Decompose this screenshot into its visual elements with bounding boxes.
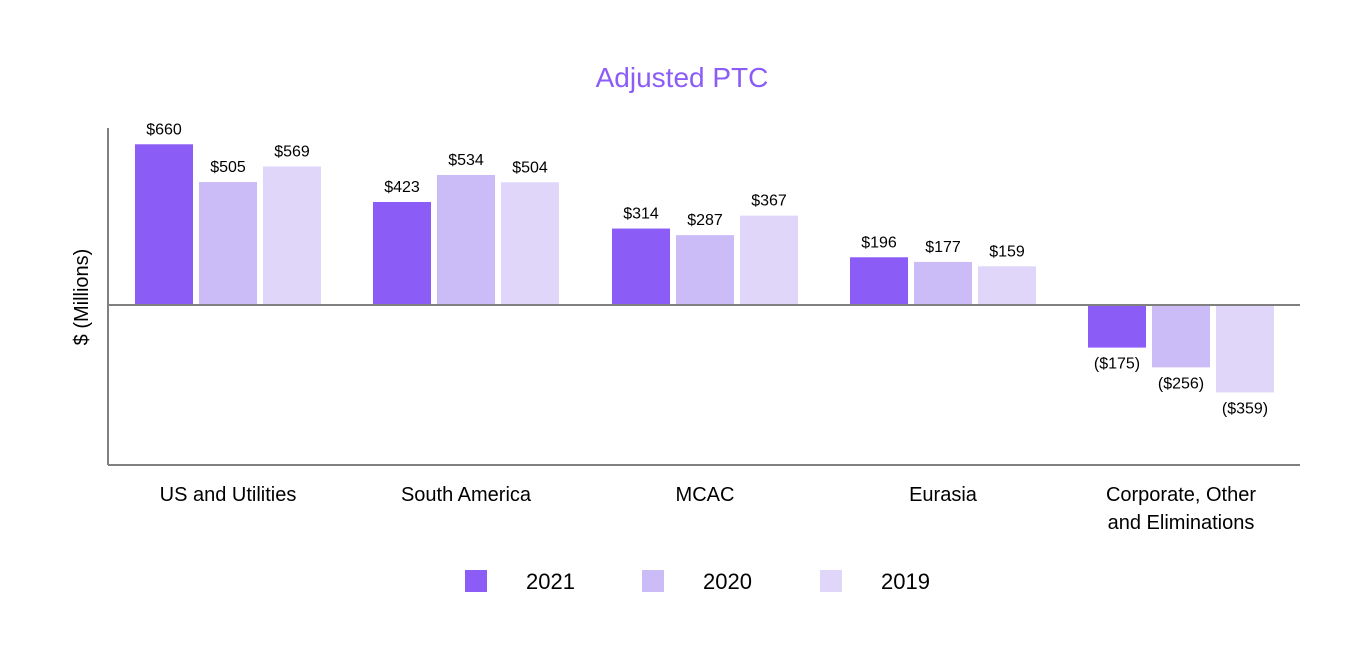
value-label-south-america-2019: $504 — [512, 159, 548, 176]
value-label-mcac-2020: $287 — [687, 212, 723, 229]
legend-label-2020: 2020 — [703, 569, 752, 594]
value-label-us-and-utilities-2021: $660 — [146, 121, 182, 138]
bar-us-and-utilities-2019 — [263, 166, 321, 305]
bar-mcac-2020 — [676, 235, 734, 305]
bar-corporate-other-and-eliminations-2021 — [1088, 305, 1146, 348]
category-label-corporate-other-and-eliminations: Corporate, Other and Eliminations — [1106, 484, 1256, 534]
category-label-us-and-utilities: US and Utilities — [160, 484, 297, 506]
bar-mcac-2021 — [612, 228, 670, 305]
bar-eurasia-2020 — [914, 261, 972, 305]
legend-label-2021: 2021 — [526, 569, 575, 594]
category-label-eurasia: Eurasia — [909, 484, 978, 506]
bar-us-and-utilities-2021 — [135, 144, 193, 305]
value-label-south-america-2020: $534 — [448, 152, 484, 169]
value-label-mcac-2021: $314 — [623, 206, 659, 223]
bar-eurasia-2019 — [978, 266, 1036, 305]
bar-eurasia-2021 — [850, 257, 908, 305]
legend-swatch-2019 — [820, 570, 842, 592]
value-label-eurasia-2021: $196 — [861, 234, 897, 251]
value-label-eurasia-2019: $159 — [989, 243, 1025, 260]
bar-south-america-2020 — [437, 174, 495, 305]
legend-swatch-2021 — [465, 570, 487, 592]
bar-corporate-other-and-eliminations-2019 — [1216, 305, 1274, 393]
bar-us-and-utilities-2020 — [199, 182, 257, 305]
category-label-mcac: MCAC — [676, 484, 735, 506]
value-label-corporate-other-and-eliminations-2021: ($175) — [1094, 356, 1140, 373]
legend-swatch-2020 — [642, 570, 664, 592]
value-label-mcac-2019: $367 — [751, 193, 787, 210]
value-label-eurasia-2020: $177 — [925, 239, 961, 256]
chart-marks: $660 $423 $314 $196 ($175) $505 $534 $287 $177 ($… — [107, 121, 1300, 534]
bar-south-america-2021 — [373, 201, 431, 305]
y-axis-label: $ (Millions) — [71, 249, 93, 346]
legend: 2021 2020 2019 — [465, 569, 930, 594]
value-label-us-and-utilities-2020: $505 — [210, 159, 246, 176]
value-label-corporate-other-and-eliminations-2020: ($256) — [1158, 375, 1204, 392]
chart-title: Adjusted PTC — [596, 62, 769, 93]
value-label-us-and-utilities-2019: $569 — [274, 143, 310, 160]
bar-mcac-2019 — [740, 215, 798, 305]
value-label-south-america-2021: $423 — [384, 179, 420, 196]
legend-label-2019: 2019 — [881, 569, 930, 594]
bar-south-america-2019 — [501, 182, 559, 305]
category-label-south-america: South America — [401, 484, 532, 506]
bar-corporate-other-and-eliminations-2020 — [1152, 305, 1210, 368]
value-label-corporate-other-and-eliminations-2019: ($359) — [1222, 400, 1268, 417]
